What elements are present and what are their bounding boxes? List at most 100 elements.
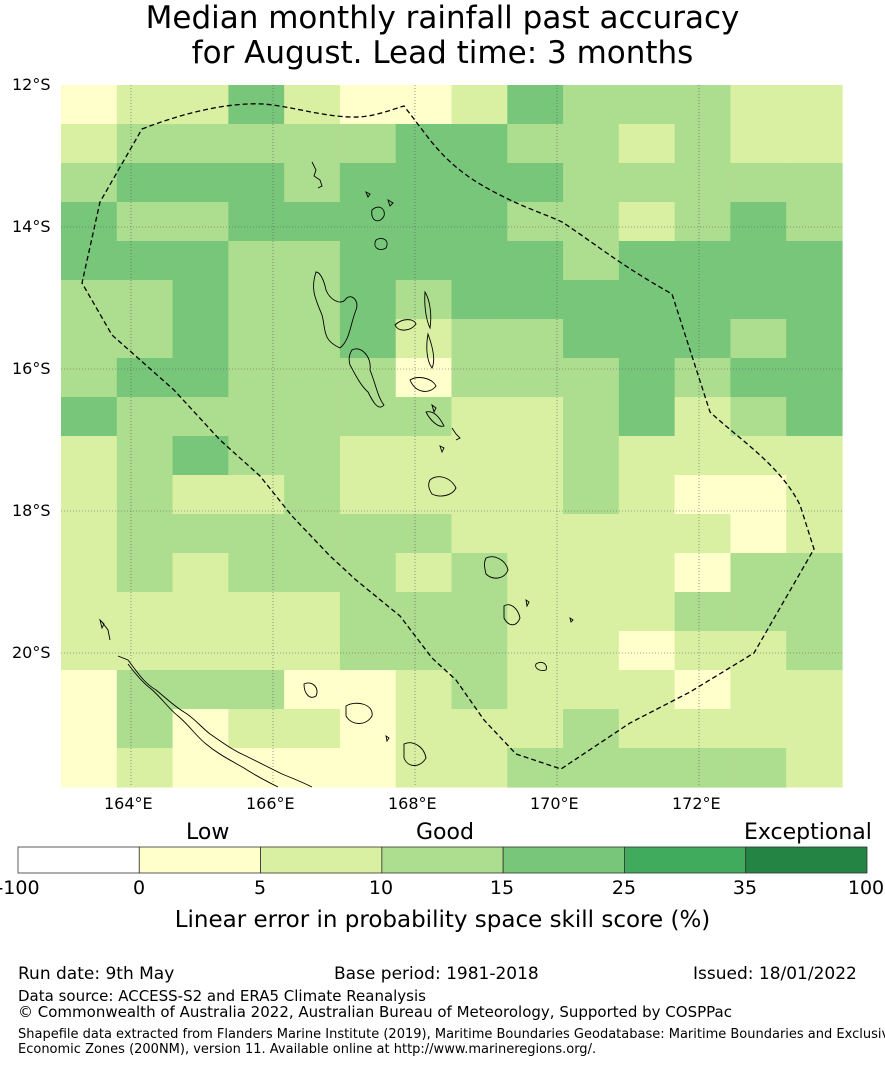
grid-cell [674, 124, 732, 164]
torres-islands [311, 161, 323, 189]
grid-cell [228, 124, 285, 164]
grid-cell [116, 748, 174, 788]
grid-cell [786, 241, 843, 281]
grid-cell [284, 241, 341, 281]
grid-cell [618, 592, 676, 632]
grid-cell [451, 475, 508, 515]
grid-cell [339, 475, 397, 515]
banks-islet [365, 191, 371, 198]
aniwa [525, 599, 530, 608]
grid-cell [284, 592, 341, 632]
grid-cell [563, 514, 620, 554]
epi [425, 411, 445, 427]
grid-cell [451, 202, 508, 242]
colorbar-tick-0: 0 [132, 877, 146, 899]
grid-cell [451, 670, 508, 710]
grid-cell [116, 670, 174, 710]
grid-cell [618, 85, 676, 125]
grid-cell [172, 514, 229, 554]
grid-cell [172, 241, 229, 281]
grid-cell [116, 553, 174, 593]
grid-cell [284, 319, 341, 359]
grid-cell [618, 358, 676, 398]
grid-cell [786, 319, 843, 359]
tiga [385, 735, 390, 743]
grid-cell [674, 280, 732, 320]
grid-cell [507, 748, 564, 788]
grid-cell [116, 163, 174, 203]
grid-cell [786, 553, 843, 593]
grid-cell [674, 670, 732, 710]
grid-cell [339, 397, 397, 437]
grid-cell [395, 436, 453, 476]
grid-cell [786, 670, 843, 710]
grid-cell [395, 319, 453, 359]
grid-cell [451, 397, 508, 437]
grid-cell [395, 163, 453, 203]
grid-cell [674, 163, 732, 203]
grid-cell [61, 631, 118, 671]
grid-cell [507, 280, 564, 320]
grid-cell [451, 553, 508, 593]
grid-cell [228, 202, 285, 242]
lat-label-18s: 18°S [12, 501, 51, 520]
lon-label-164e: 164°E [104, 794, 153, 813]
grid-cell [730, 319, 787, 359]
pentecost [426, 332, 435, 369]
grid-cell [618, 709, 676, 749]
grid-cell [786, 514, 843, 554]
grid-cell [339, 358, 397, 398]
grid-cell [172, 397, 229, 437]
grid-cell [228, 436, 285, 476]
grid-cell [116, 514, 174, 554]
colorbar-swatch [17, 846, 140, 874]
grid-cell [116, 319, 174, 359]
grid-cell [786, 124, 843, 164]
grid-cell [618, 553, 676, 593]
colorbar-swatch [381, 846, 504, 874]
grid-cell [674, 631, 732, 671]
colorbar-swatch [624, 846, 747, 874]
colorbar-swatch [502, 846, 625, 874]
grid-cell [116, 631, 174, 671]
grid-cell [563, 202, 620, 242]
grid-cell [228, 670, 285, 710]
grid-cell [563, 358, 620, 398]
malekula [348, 348, 385, 408]
grid-cell [116, 475, 174, 515]
grid-cell [395, 397, 453, 437]
mare [403, 742, 427, 766]
grid-cell [618, 163, 676, 203]
grid-cell [116, 241, 174, 281]
paama [431, 403, 437, 414]
colorbar-swatch [138, 846, 261, 874]
grid-cell [451, 748, 508, 788]
erromango [484, 556, 509, 579]
base-period: Base period: 1981-2018 [334, 964, 539, 984]
grid-cell [618, 475, 676, 515]
grid-cell [730, 202, 787, 242]
grid-cell [284, 436, 341, 476]
grid-cell [507, 631, 564, 671]
maewo [424, 290, 432, 330]
grid-cell [674, 436, 732, 476]
grid-cell [116, 397, 174, 437]
tanna [503, 604, 521, 626]
grid-cell [228, 553, 285, 593]
grid-cell [228, 358, 285, 398]
skill-grid-cells [61, 85, 843, 788]
grid-cell [116, 592, 174, 632]
grid-cell [730, 553, 787, 593]
grid-cell [786, 475, 843, 515]
grid-cell [563, 670, 620, 710]
grid-cell [674, 358, 732, 398]
grid-cell [172, 319, 229, 359]
map-title-line-1: Median monthly rainfall past accuracy [145, 0, 740, 36]
grid-cell [116, 436, 174, 476]
grid-cell [786, 631, 843, 671]
grid-cell [61, 592, 118, 632]
ambae [394, 319, 417, 331]
grid-cell [395, 241, 453, 281]
grid-cell [451, 85, 508, 125]
grid-cell [786, 280, 843, 320]
